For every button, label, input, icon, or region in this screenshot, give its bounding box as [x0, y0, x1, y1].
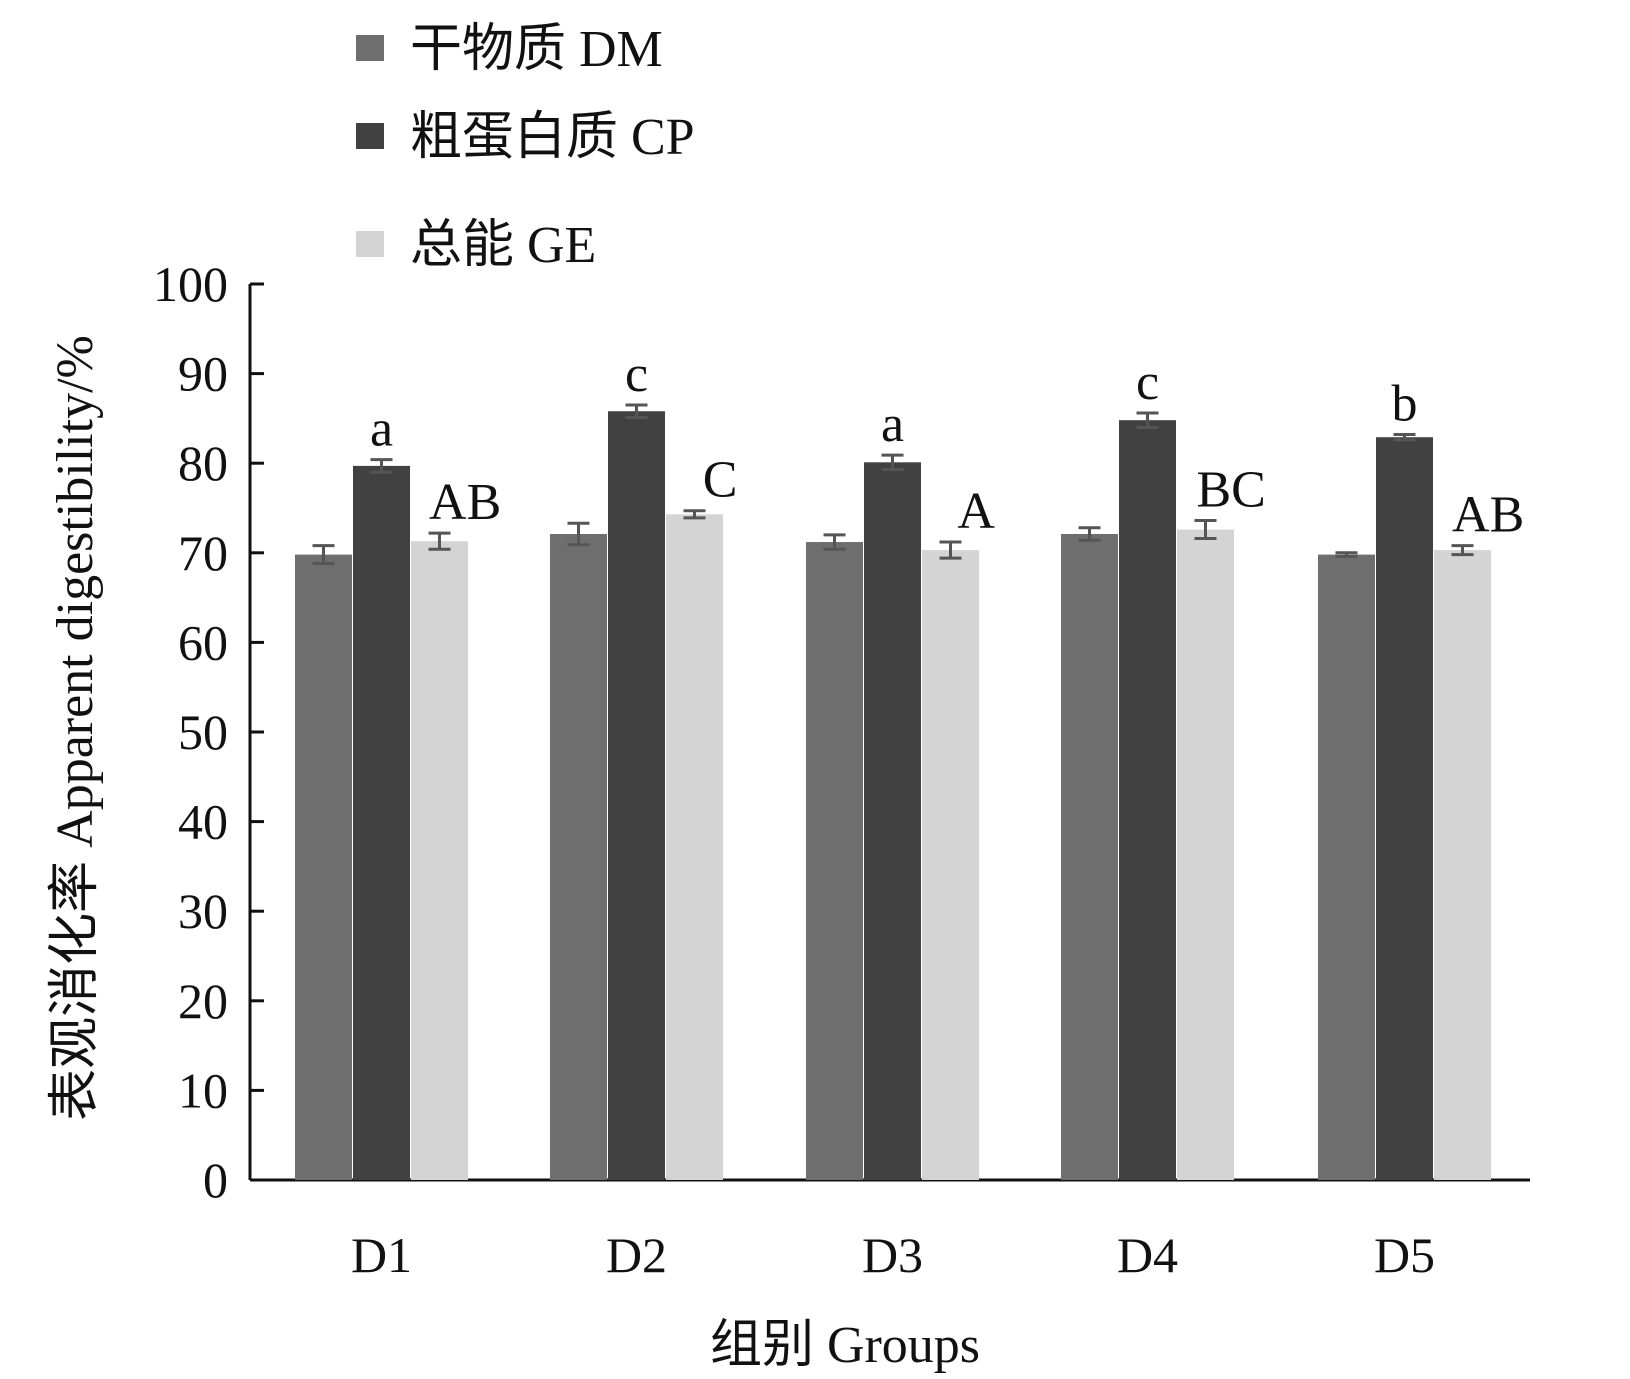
legend-swatch: [356, 35, 384, 61]
x-tick-label: D4: [1117, 1227, 1178, 1283]
significance-label: AB: [429, 474, 501, 531]
x-tick-labels: D1 D2 D3 D4 D5: [351, 1227, 1435, 1283]
bar-D1-series-3: [411, 541, 468, 1180]
legend-swatch: [356, 231, 384, 257]
bar-D5-series-2: [1376, 437, 1433, 1180]
significance-label: c: [1136, 354, 1159, 411]
y-tick-label: 10: [178, 1062, 228, 1118]
y-tick-label: 80: [178, 435, 228, 491]
bar-D3-series-1: [806, 542, 863, 1180]
legend-label: 粗蛋白质 CP: [410, 109, 695, 166]
significance-label: A: [957, 483, 995, 540]
bars: [295, 411, 1491, 1181]
y-tick-label: 0: [203, 1152, 228, 1208]
y-tick-label: 100: [153, 256, 228, 312]
legend-label: 总能 GE: [410, 217, 596, 274]
significance-label: C: [703, 452, 738, 509]
significance-label: BC: [1196, 462, 1265, 519]
x-tick-label: D1: [351, 1227, 412, 1283]
bar-D5-series-1: [1318, 554, 1375, 1180]
legend-label: 干物质 DM: [410, 21, 663, 78]
y-tick-label: 30: [178, 883, 228, 939]
significance-label: AB: [1452, 487, 1524, 544]
significance-label: a: [881, 396, 904, 453]
bar-D2-series-3: [666, 514, 723, 1180]
bar-D3-series-3: [922, 550, 979, 1180]
y-tick-label: 70: [178, 525, 228, 581]
legend: 干物质 DM 粗蛋白质 CP 总能 GE: [356, 21, 695, 274]
bar-D2-series-2: [608, 411, 665, 1180]
bar-D3-series-2: [864, 462, 921, 1181]
y-tick-label: 90: [178, 346, 228, 402]
significance-label: c: [625, 346, 648, 403]
y-tick-label: 20: [178, 973, 228, 1029]
bar-D4-series-3: [1177, 529, 1234, 1180]
x-axis-title: 组别 Groups: [710, 1317, 980, 1374]
legend-swatch: [356, 123, 384, 149]
bar-D1-series-2: [353, 465, 410, 1180]
x-tick-label: D2: [606, 1227, 667, 1283]
bar-D1-series-1: [295, 554, 352, 1180]
y-tick-label: 40: [178, 794, 228, 850]
error-bars: [312, 403, 1474, 566]
x-tick-label: D5: [1374, 1227, 1435, 1283]
x-tick-label: D3: [862, 1227, 923, 1283]
y-ticks: 0 10 20 30 40 50 60 70 80 90 100: [153, 256, 264, 1208]
y-axis-title: 表观消化率 Apparent digestibility/%: [47, 335, 104, 1121]
bar-D4-series-2: [1119, 420, 1176, 1180]
y-tick-label: 50: [178, 704, 228, 760]
y-tick-label: 60: [178, 614, 228, 670]
significance-label: b: [1392, 376, 1418, 433]
bar-D4-series-1: [1061, 533, 1118, 1180]
bar-D2-series-1: [550, 533, 607, 1180]
significance-label: a: [370, 401, 393, 458]
bar-D5-series-3: [1434, 550, 1491, 1180]
